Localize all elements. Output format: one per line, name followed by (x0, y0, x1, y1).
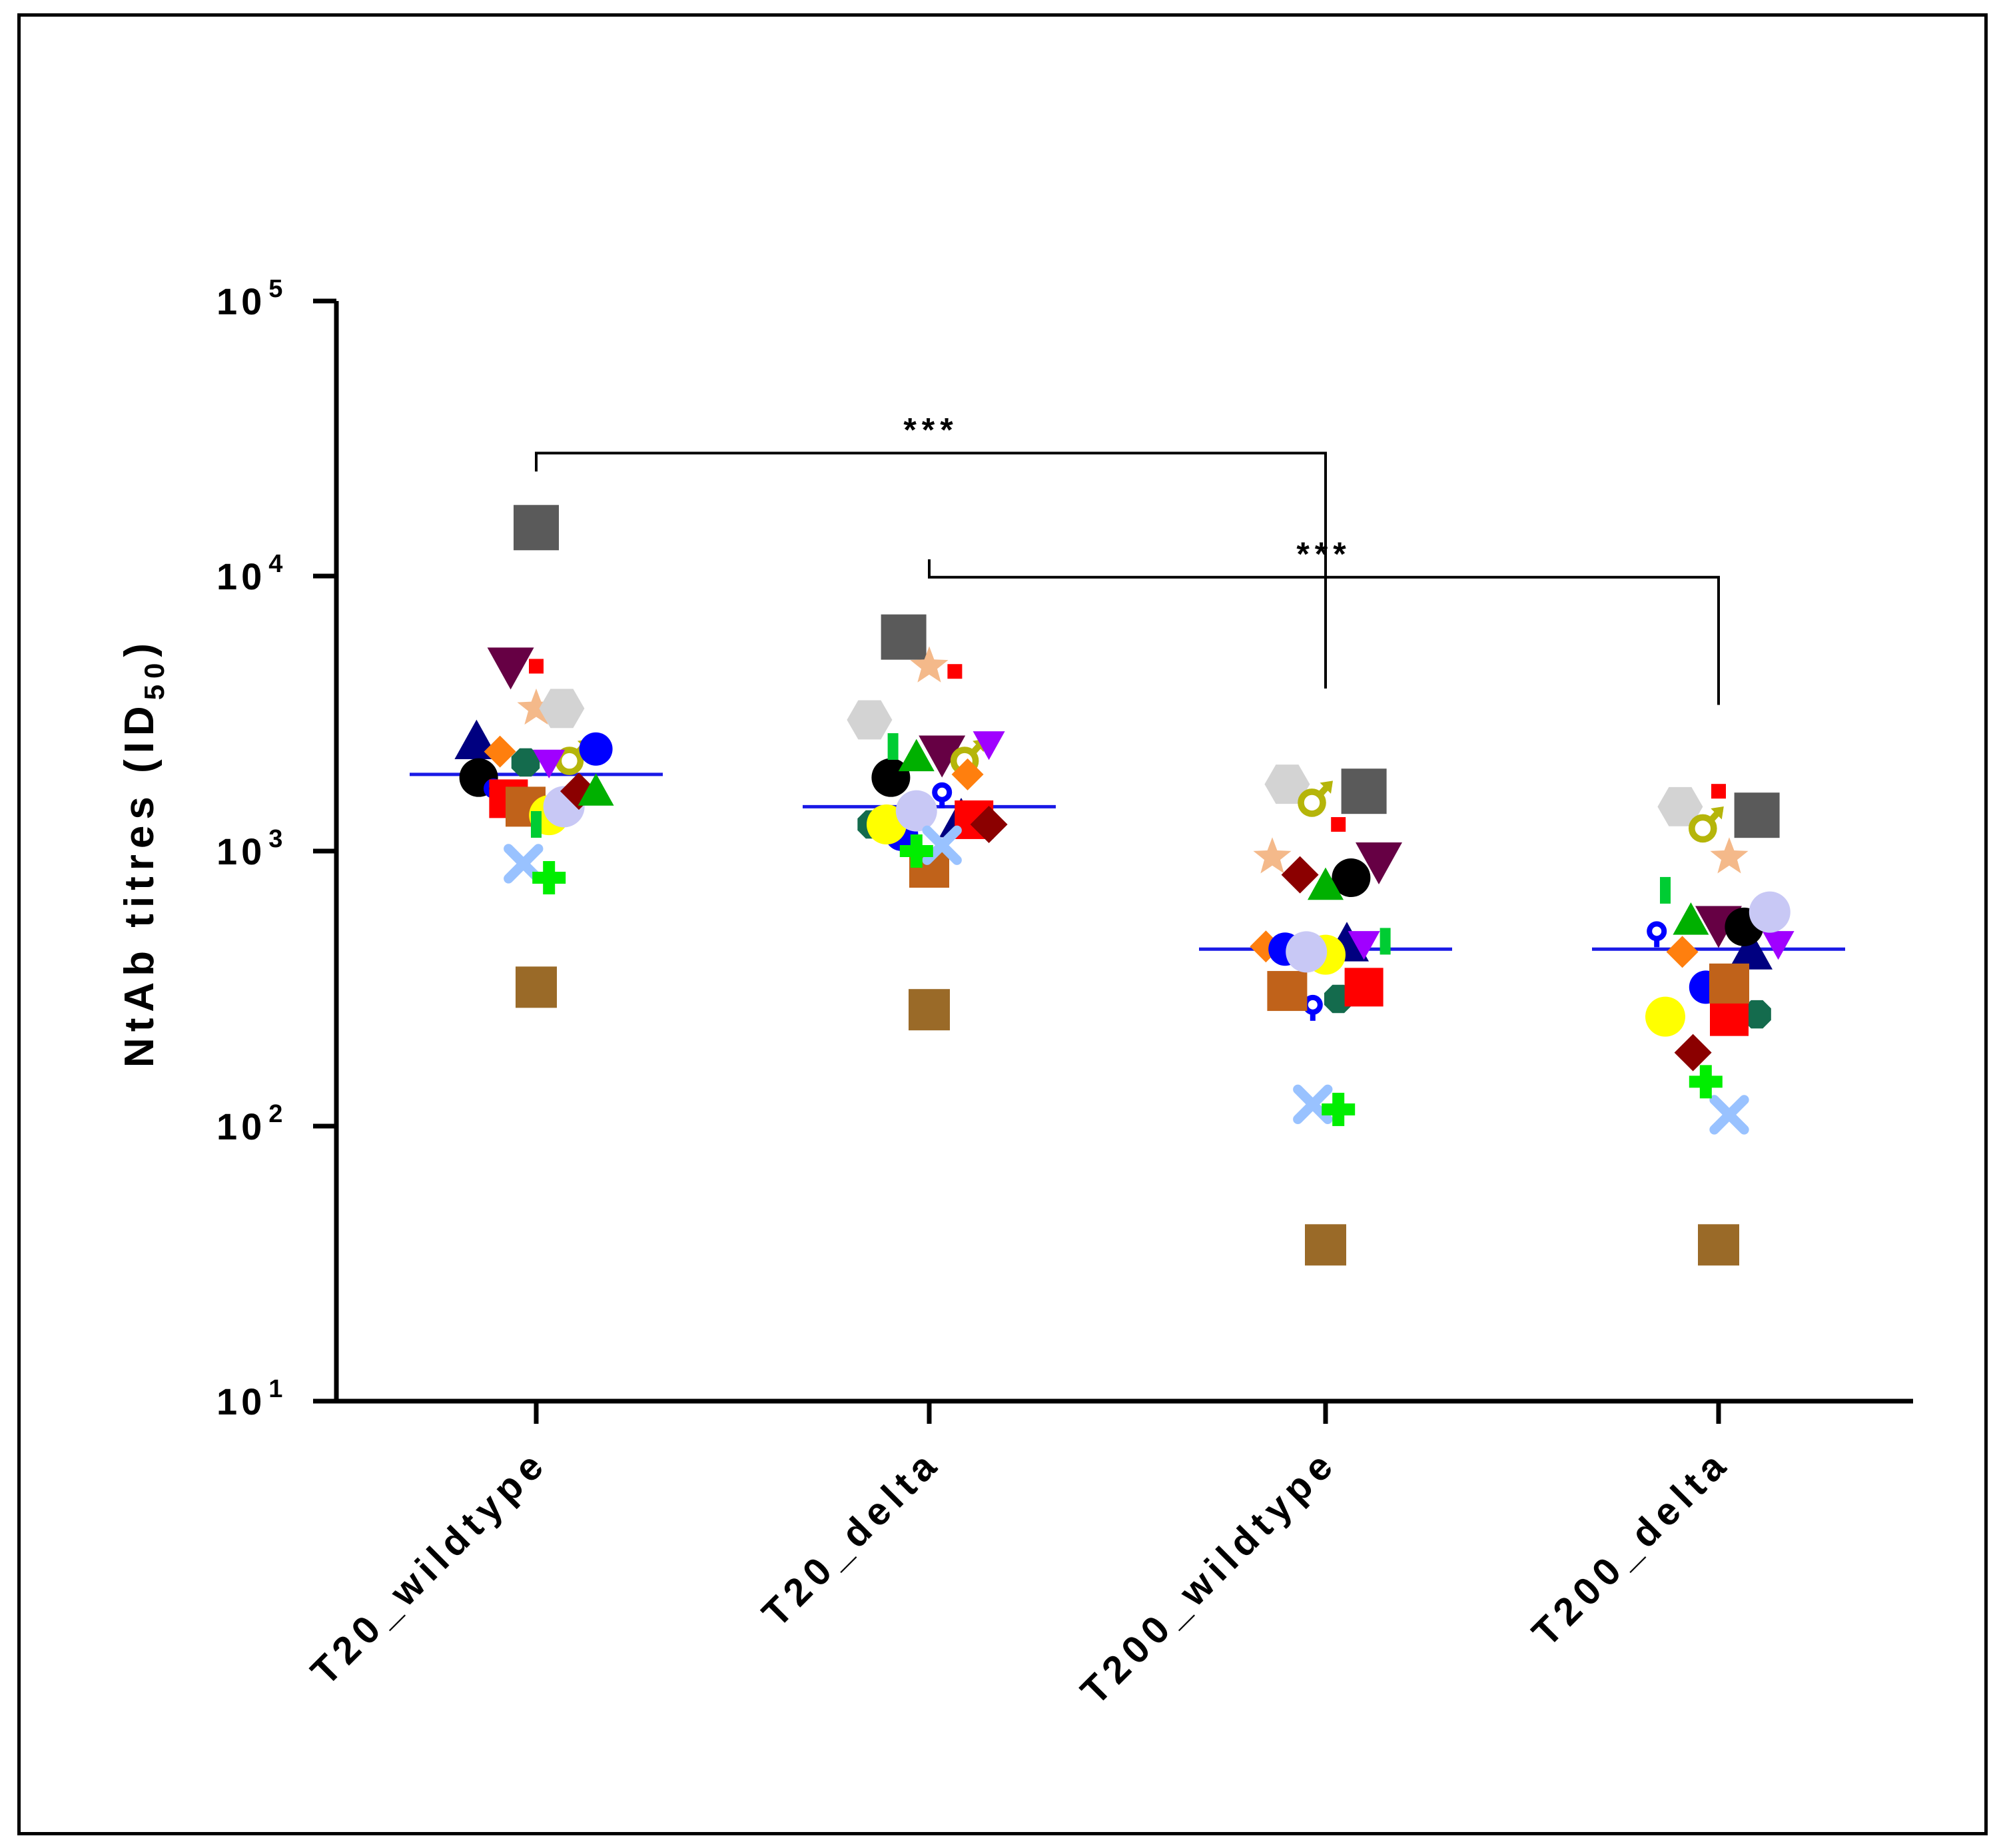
y-tick-label: 10 4 (216, 550, 286, 597)
data-point-T200_delta-triangle-down (1762, 931, 1795, 960)
data-point-T200_wildtype-circle (1286, 931, 1328, 973)
significance-bracket (535, 452, 1327, 689)
data-point-T200_delta-female (1647, 921, 1667, 948)
data-point-T200_wildtype-square (1267, 971, 1308, 1012)
y-tick-base: 10 (216, 830, 266, 872)
data-point-T200_delta-square (1711, 784, 1726, 799)
y-axis-title-main: NtAb titres (ID (117, 700, 163, 1068)
data-point-T200_wildtype-diamond (1281, 856, 1319, 894)
data-point-T20_delta-plus (899, 834, 933, 868)
y-tick-label: 10 3 (216, 825, 286, 872)
significance-layer: *** *** (535, 411, 1720, 705)
data-point-T200_wildtype-square (1305, 1224, 1346, 1266)
y-tick-exponent: 4 (268, 550, 286, 578)
data-point-T200_delta-male (1689, 806, 1724, 843)
data-point-T20_wildtype-plus (532, 861, 566, 895)
data-point-T200_delta-circle (1749, 891, 1791, 933)
y-axis-title: NtAb titres (ID50) (117, 637, 170, 1068)
data-point-T20_delta-bar (887, 733, 899, 760)
y-tick-base: 10 (216, 555, 266, 597)
y-tick-label: 10 2 (216, 1100, 286, 1147)
data-point-T20_wildtype-circle (579, 732, 613, 766)
data-point-T200_wildtype-female (1302, 994, 1323, 1021)
data-point-T200_wildtype-square (1344, 968, 1384, 1007)
axis-layer (334, 301, 1913, 1404)
y-tick-exponent: 2 (268, 1100, 286, 1128)
data-point-T20_wildtype-diamond (484, 735, 516, 768)
y-tick-label: 10 5 (216, 275, 286, 322)
data-point-T20_delta-square (881, 614, 927, 660)
data-point-T200_wildtype-bar (1380, 928, 1391, 955)
data-point-T20_delta-female (932, 782, 953, 808)
y-axis-title-close: ) (117, 637, 163, 657)
data-point-T20_wildtype-triangle-down (533, 749, 566, 778)
data-point-T20_delta-square (947, 664, 963, 679)
x-tick-label-T20_delta: T20_delta (754, 1440, 949, 1635)
y-tick-base: 10 (216, 1105, 266, 1147)
median-layer (410, 772, 1845, 951)
data-point-T20_delta-hexagon (847, 700, 893, 740)
y-tick-base: 10 (216, 280, 266, 322)
data-point-T200_wildtype-triangle-down (1356, 842, 1402, 884)
data-point-T20_wildtype-triangle-up (578, 773, 614, 806)
data-point-T200_wildtype-triangle-up (1308, 867, 1344, 900)
significance-label: *** (903, 411, 958, 448)
data-point-T200_delta-bar (1660, 876, 1671, 904)
data-point-T20_wildtype-star (517, 688, 556, 725)
data-point-T20_delta-triangle-down (919, 735, 966, 778)
data-point-T200_wildtype-square (1331, 816, 1346, 832)
significance-bracket (928, 559, 1720, 705)
data-point-T200_wildtype-male (1298, 780, 1333, 817)
data-point-T200_delta-square (1709, 963, 1749, 1004)
data-point-T200_delta-cross (1709, 1095, 1749, 1135)
significance-label: *** (1296, 535, 1351, 573)
x-tick-label-T20_wildtype: T20_wildtype (302, 1440, 556, 1694)
data-point-T200_delta-diamond (1666, 936, 1699, 968)
data-point-T200_delta-hexagon (1657, 786, 1703, 826)
x-tick-label-T200_wildtype: T200_wildtype (1072, 1440, 1345, 1713)
data-point-T200_wildtype-triangle-down (1348, 931, 1380, 960)
data-point-T20_delta-circle (895, 790, 937, 832)
data-point-T200_delta-plus (1689, 1065, 1723, 1099)
data-point-T20_wildtype-square (514, 505, 559, 551)
data-point-T200_delta-octagon (1743, 1000, 1771, 1029)
data-point-T200_delta-star (1710, 837, 1749, 874)
data-point-T20_wildtype-hexagon (539, 689, 585, 729)
data-point-T200_delta-diamond (1674, 1034, 1712, 1072)
y-tick-exponent: 1 (268, 1375, 286, 1403)
data-point-T20_delta-square (909, 989, 950, 1031)
y-tick-base: 10 (216, 1381, 266, 1422)
data-point-T200_wildtype-hexagon (1264, 765, 1310, 804)
y-tick-exponent: 3 (268, 825, 286, 853)
data-point-T200_delta-triangle-up (1673, 902, 1709, 935)
y-tick-exponent: 5 (268, 275, 286, 303)
data-point-T200_delta-square (1710, 997, 1749, 1036)
data-point-T200_wildtype-star (1253, 837, 1292, 874)
data-point-T200_delta-square (1698, 1224, 1739, 1266)
data-point-T200_delta-triangle-up (1729, 930, 1773, 970)
y-axis-title-sub: 50 (139, 657, 170, 701)
x-tick-label-T200_delta: T200_delta (1524, 1440, 1739, 1655)
points-layer (454, 505, 1795, 1266)
data-point-T200_wildtype-square (1341, 769, 1387, 814)
data-point-T200_delta-circle (1645, 996, 1685, 1037)
data-point-T200_wildtype-plus (1322, 1092, 1356, 1126)
data-point-T20_wildtype-square (529, 659, 544, 674)
x-ticks: T20_wildtype T20_delta T200_wildtype T200_d… (302, 1401, 1738, 1713)
data-point-T20_wildtype-bar (531, 810, 542, 838)
data-point-T20_wildtype-triangle-down (487, 647, 534, 690)
data-point-T20_delta-triangle-down (973, 731, 1005, 761)
data-point-T20_wildtype-square (516, 966, 557, 1008)
data-point-T200_delta-square (1734, 792, 1780, 838)
y-tick-label: 10 1 (216, 1375, 286, 1422)
data-point-T20_delta-diamond (951, 758, 984, 790)
data-point-T20_delta-triangle-up (898, 739, 935, 772)
data-point-T200_wildtype-circle (1332, 858, 1371, 898)
data-point-T20_delta-star (910, 646, 949, 683)
data-point-T20_wildtype-octagon (511, 748, 540, 777)
data-point-T20_delta-diamond (970, 805, 1008, 843)
